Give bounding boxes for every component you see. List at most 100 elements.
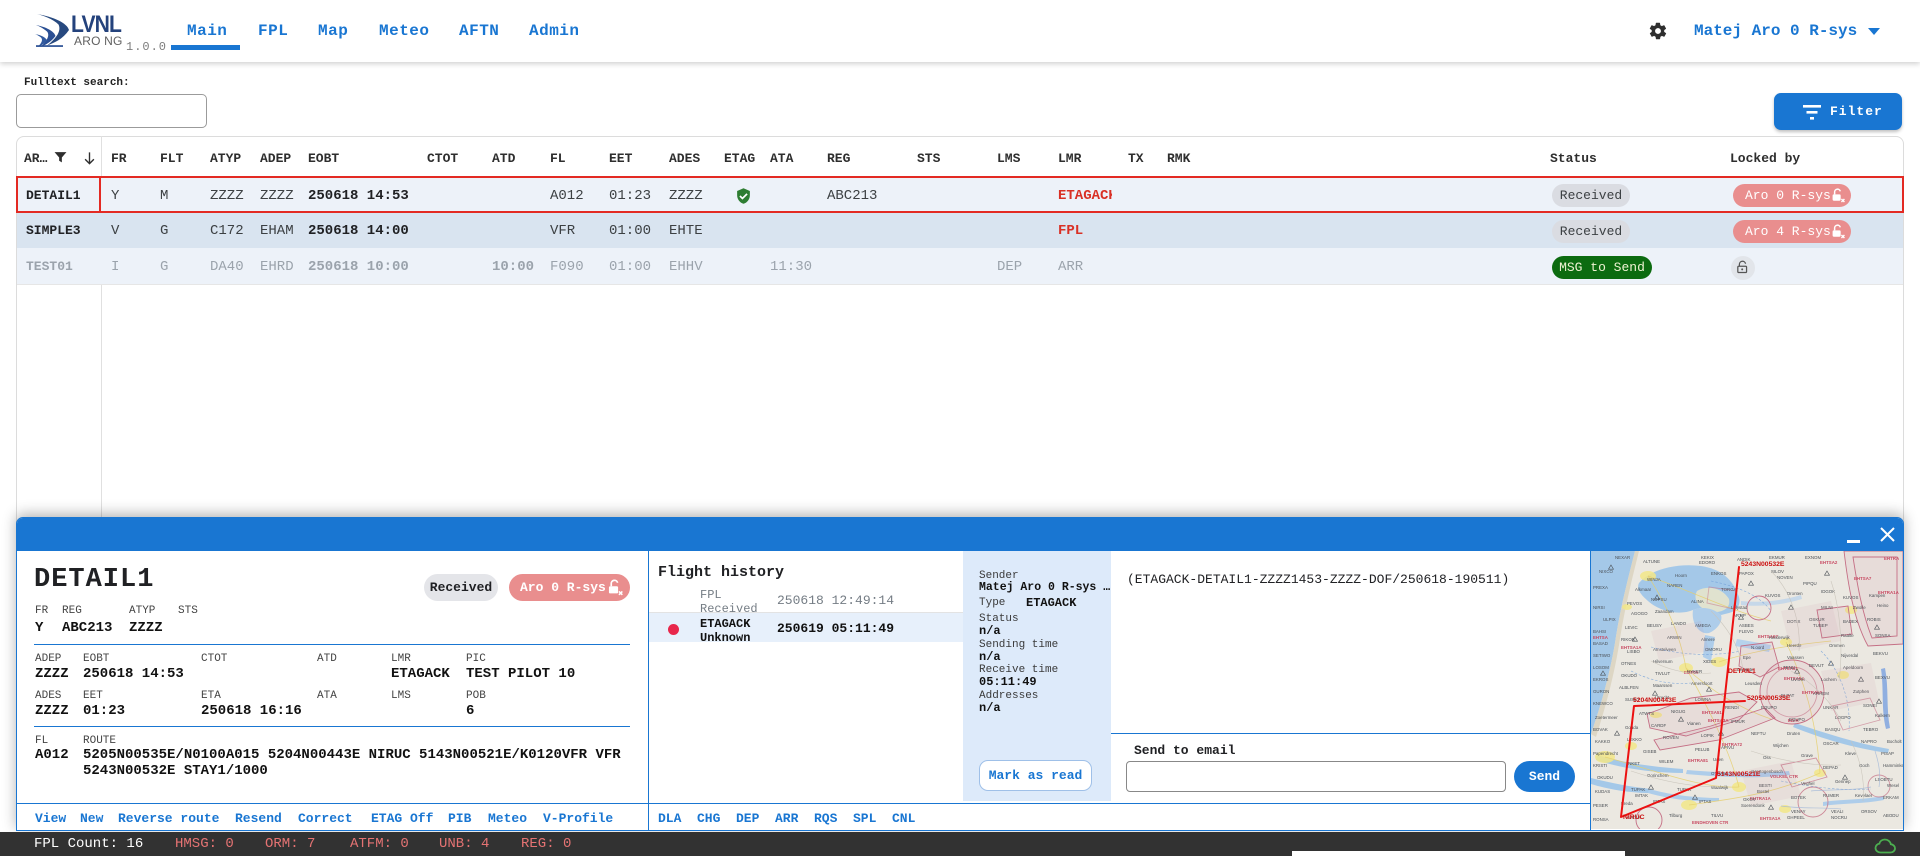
svg-text:PESER: PESER [1593,803,1608,808]
svg-text:EINDHOVEN CTR: EINDHOVEN CTR [1692,820,1729,825]
svg-text:DEVUT: DEVUT [1809,663,1824,668]
svg-text:GISEB: GISEB [1643,749,1656,754]
svg-text:TIVLUT: TIVLUT [1655,671,1670,676]
svg-text:RIKOR: RIKOR [1621,637,1635,642]
svg-text:5205N00535E: 5205N00535E [1747,695,1791,702]
svg-text:ED-R: ED-R [1788,718,1800,723]
svg-text:CARDF: CARDF [1651,723,1666,728]
svg-text:NAREN: NAREN [1667,583,1682,588]
svg-text:NEXAR: NEXAR [1615,555,1630,560]
svg-text:ASBES: ASBES [1739,623,1754,628]
svg-text:PREXA: PREXA [1593,585,1608,590]
svg-text:OMORU: OMORU [1705,647,1722,652]
svg-text:SONEI: SONEI [1863,703,1877,708]
svg-text:NEFTU: NEFTU [1751,731,1766,736]
svg-text:Ommen: Ommen [1829,643,1845,648]
svg-text:Maarssen: Maarssen [1653,683,1673,688]
svg-text:OKUDO: OKUDO [1621,673,1638,678]
svg-text:OSKUR: OSKUR [1809,617,1825,622]
svg-text:Zwolle: Zwolle [1853,605,1866,610]
svg-text:ERKAM: ERKAM [1883,795,1899,800]
svg-text:Zaandam: Zaandam [1655,609,1674,614]
svg-text:Papendrecht: Papendrecht [1593,751,1619,756]
svg-text:EHTSA51: EHTSA51 [1778,666,1798,671]
svg-text:Vianen: Vianen [1687,721,1701,726]
svg-text:Druten: Druten [1787,731,1801,736]
svg-text:NOCRU: NOCRU [1831,815,1847,820]
svg-text:Kevelaer: Kevelaer [1855,793,1873,798]
svg-text:Bostel: Bostel [1757,789,1769,794]
svg-text:OKUDU: OKUDU [1597,775,1613,780]
svg-text:ENKOS: ENKOS [1711,571,1726,576]
svg-text:Waalwijk: Waalwijk [1711,785,1729,790]
svg-text:WILEM: WILEM [1659,759,1674,764]
svg-text:WINJA: WINJA [1647,577,1661,582]
svg-text:NAPRO: NAPRO [1861,739,1877,744]
svg-text:IFMUR: IFMUR [1731,719,1745,724]
svg-text:PELUB: PELUB [1695,747,1709,752]
svg-text:EKMUR: EKMUR [1769,555,1785,560]
svg-text:IDGOK: IDGOK [1821,589,1835,594]
svg-text:Gorinchem: Gorinchem [1647,773,1669,778]
svg-text:EQUPO: EQUPO [1789,717,1805,722]
svg-text:LEKKO: LEKKO [1627,737,1642,742]
svg-text:Deventer: Deventer [1737,667,1755,672]
svg-text:N.oord: N.oord [1751,645,1765,650]
svg-text:Wesel: Wesel [1887,783,1899,788]
svg-text:Lelystad: Lelystad [1731,605,1748,610]
svg-text:Epe: Epe [1743,655,1751,660]
svg-text:Apeldoorn: Apeldoorn [1843,665,1864,670]
svg-text:Heino: Heino [1877,603,1889,608]
svg-text:TUBEP: TUBEP [1813,623,1828,628]
svg-text:ATWTS: ATWTS [1639,711,1654,716]
svg-text:Lochem: Lochem [1821,677,1837,682]
svg-text:EDORO: EDORO [1699,560,1716,565]
svg-text:EKROS: EKROS [1593,677,1608,682]
svg-text:BAHSI: BAHSI [1593,629,1606,634]
svg-text:OTHAM: OTHAM [1711,771,1727,776]
svg-text:Kleve: Kleve [1845,751,1857,756]
svg-text:TILVU: TILVU [1711,813,1723,818]
svg-text:Kampen: Kampen [1869,593,1886,598]
svg-text:EHTSA: EHTSA [1593,635,1609,640]
svg-text:Veghel: Veghel [1801,781,1814,786]
svg-text:OSCAR: OSCAR [1823,741,1839,746]
svg-text:PAPOX: PAPOX [1739,571,1754,576]
svg-text:APIVU: APIVU [1721,745,1734,750]
svg-text:KUVOS: KUVOS [1765,593,1780,598]
svg-text:GKOV: GKOV [1743,797,1756,802]
svg-text:LSOBTU: LSOBTU [1875,777,1893,782]
svg-text:5243N00532E: 5243N00532E [1741,561,1785,568]
svg-text:TUPAK: TUPAK [1677,787,1691,792]
svg-text:Almere: Almere [1701,637,1715,642]
svg-text:EHTSA1A: EHTSA1A [1760,816,1781,821]
svg-text:MILNI: MILNI [1821,605,1833,610]
svg-text:AMEGA: AMEGA [1695,623,1711,628]
svg-text:Tilburg: Tilburg [1669,813,1683,818]
svg-text:EHTRA72: EHTRA72 [1722,742,1743,747]
svg-text:LOGPO: LOGPO [1835,715,1851,720]
svg-text:ALTUNE: ALTUNE [1643,559,1660,564]
svg-text:NOVEN: NOVEN [1777,575,1793,580]
svg-text:EHTSA2: EHTSA2 [1820,560,1838,565]
svg-text:LANDO: LANDO [1671,621,1687,626]
svg-text:RUMER: RUMER [1823,793,1839,798]
svg-text:Amersfoort: Amersfoort [1691,681,1713,686]
svg-text:VOLKEL CTR: VOLKEL CTR [1770,774,1799,779]
svg-text:SONSA: SONSA [1875,633,1890,638]
svg-text:DEPAD: DEPAD [1823,765,1838,770]
svg-text:EHTRA66: EHTRA66 [1802,690,1823,695]
svg-text:BEUSY: BEUSY [1647,623,1662,628]
svg-text:AATAK: AATAK [1627,815,1641,820]
svg-text:Breda: Breda [1621,801,1633,806]
svg-text:ULPIX: ULPIX [1603,617,1616,622]
svg-text:BADEX: BADEX [1843,619,1858,624]
svg-text:ELPAT: ELPAT [1781,693,1795,698]
svg-text:Raalte: Raalte [1841,633,1854,638]
svg-text:Amstelveen: Amstelveen [1653,647,1676,652]
svg-text:RONSA: RONSA [1593,817,1609,822]
svg-text:PIPQU: PIPQU [1803,581,1817,586]
svg-text:KUDAS: KUDAS [1595,789,1610,794]
svg-text:Heerde: Heerde [1787,643,1802,648]
svg-text:ROVEN: ROVEN [1663,735,1679,740]
